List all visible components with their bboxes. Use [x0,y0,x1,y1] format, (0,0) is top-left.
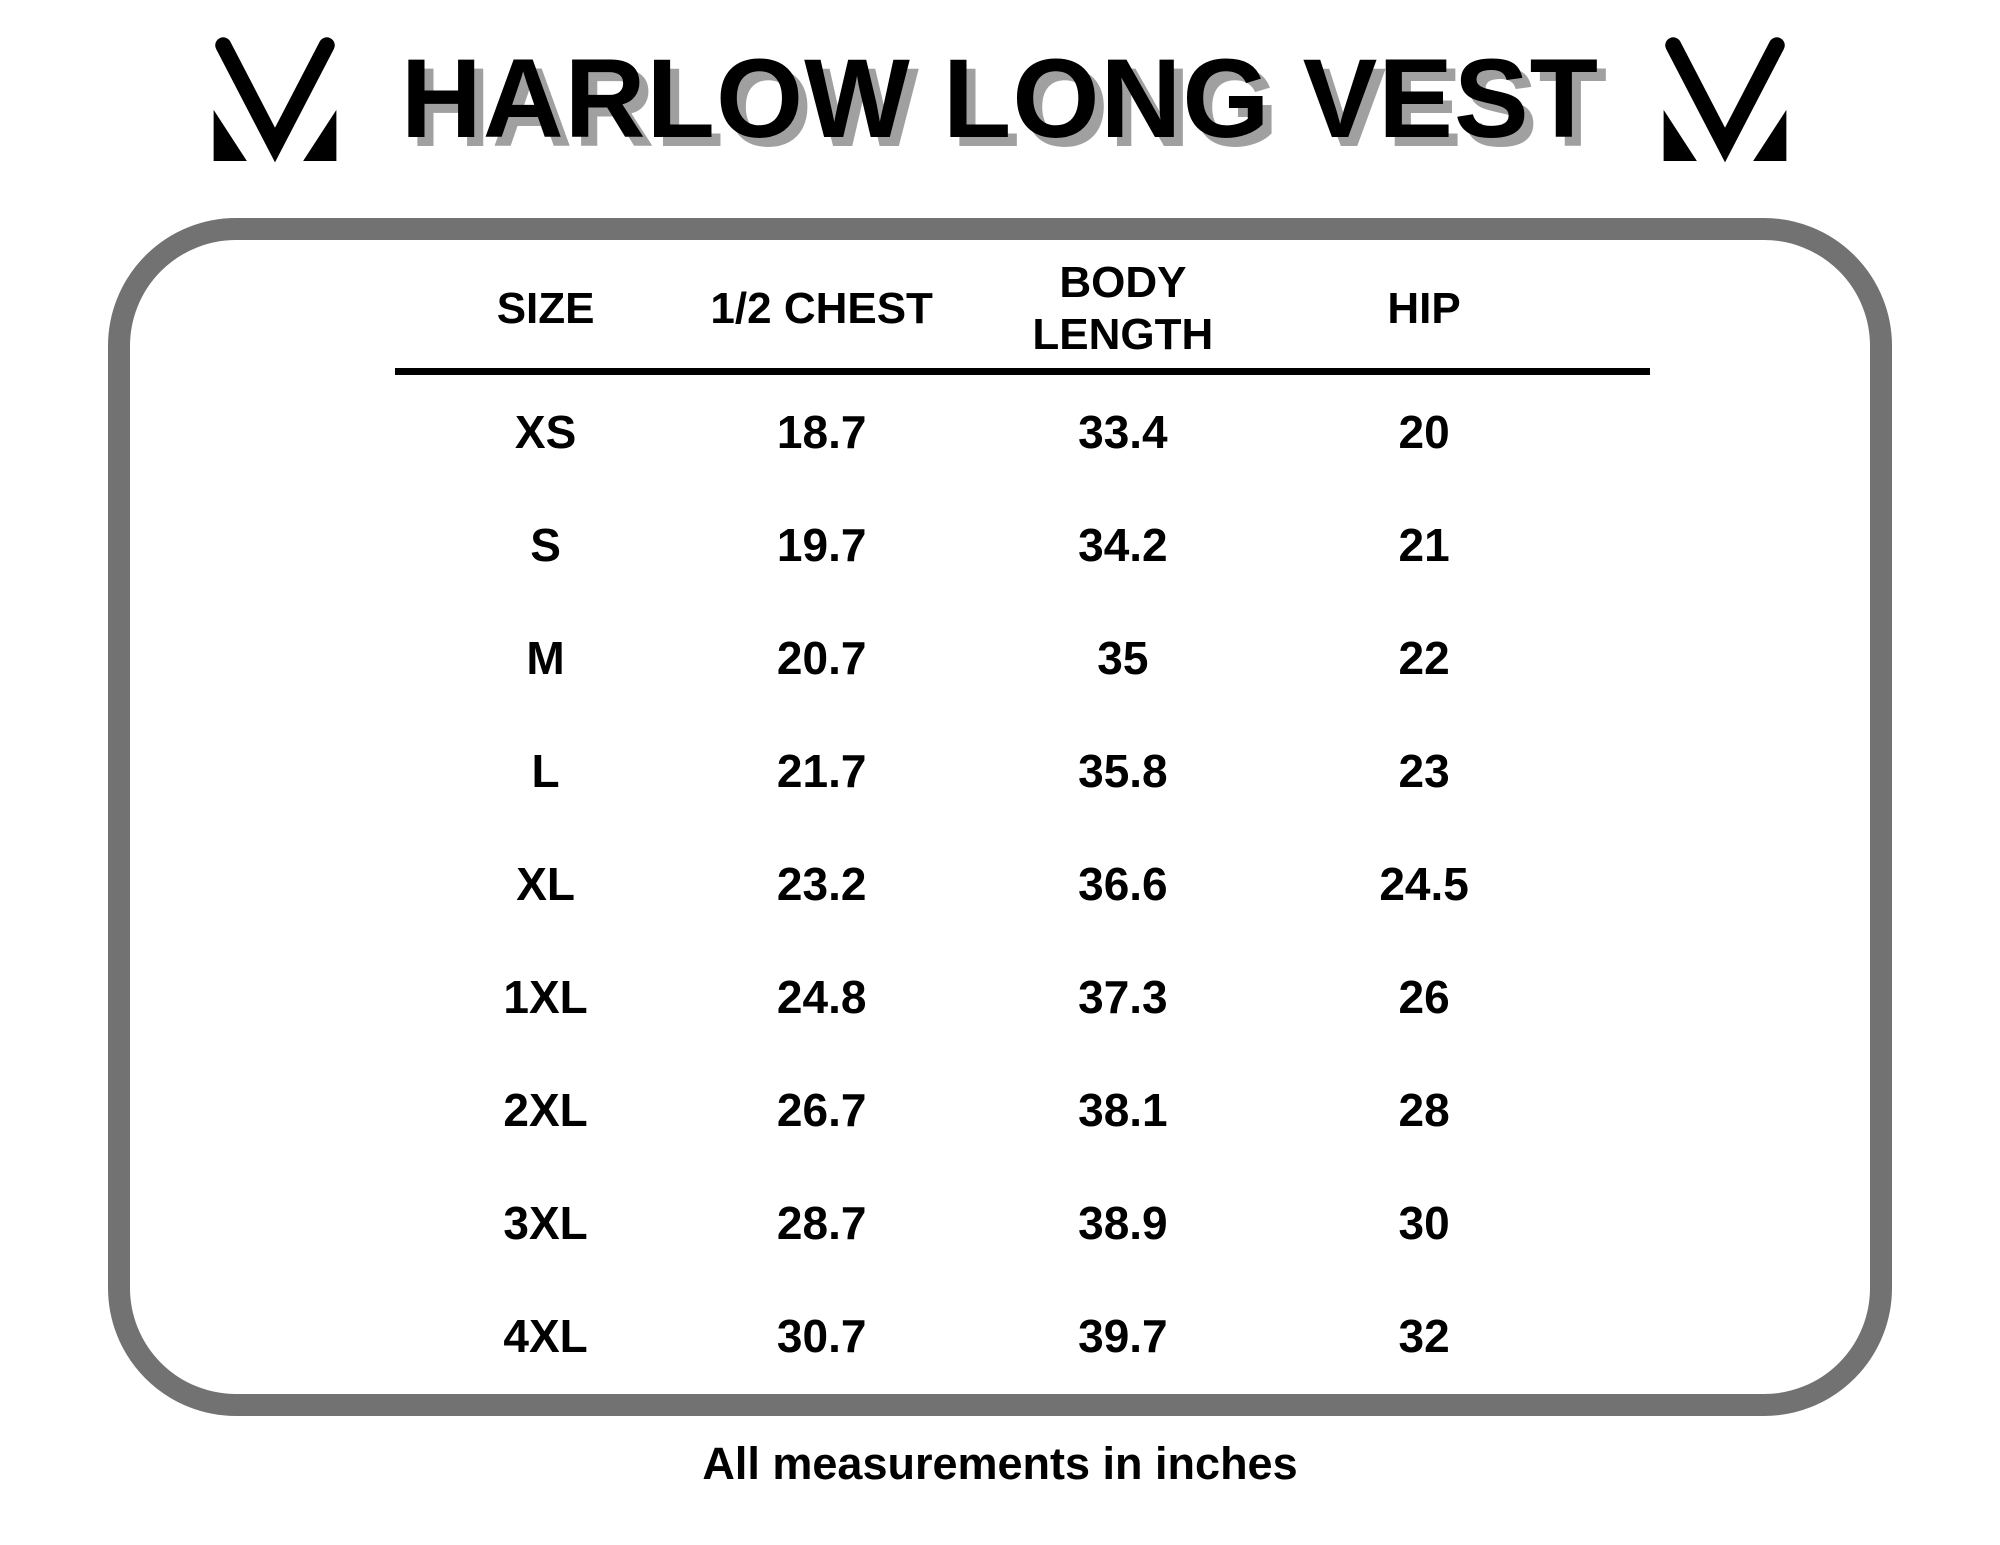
size-label: 3XL [503,1196,588,1249]
mv-monogram-icon-left [211,37,339,163]
table-row: S 19.7 34.2 21 [395,488,1650,601]
hip-value: 32 [1398,1309,1450,1362]
body-length-value: 38.1 [1078,1083,1168,1136]
half-chest-value: 30.7 [776,1309,867,1362]
body-length-value: 33.4 [1078,405,1168,458]
half-chest-value: 20.7 [776,631,867,684]
table-row: XL 23.2 36.6 24.5 [395,827,1650,940]
hip-value: 23 [1398,744,1450,797]
column-header-body-length: BODY LENGTH [1032,258,1214,359]
size-label: M [526,631,565,684]
column-header-hip: HIP [1387,284,1461,334]
body-length-value: 39.7 [1078,1309,1168,1362]
body-length-value: 36.6 [1078,857,1168,910]
body-length-value: 35.8 [1078,744,1168,797]
half-chest-value: 23.2 [776,857,867,910]
units-footnote: All measurements in inches [702,1438,1298,1489]
half-chest-value: 26.7 [776,1083,867,1136]
size-label: XL [516,857,575,910]
chart-frame [108,218,1892,1416]
half-chest-value: 18.7 [776,405,867,458]
half-chest-value: 21.7 [776,744,867,797]
size-label: XS [514,405,577,458]
half-chest-value: 24.8 [776,970,867,1023]
body-length-value: 34.2 [1078,518,1168,571]
hip-value: 20 [1398,405,1450,458]
table-row: 1XL 24.8 37.3 26 [395,940,1650,1053]
size-label: 1XL [503,970,588,1023]
body-length-value: 37.3 [1078,970,1168,1023]
table-row: 2XL 26.7 38.1 28 [395,1053,1650,1166]
table-row: 4XL 30.7 39.7 32 [395,1279,1650,1392]
column-header-size: SIZE [496,284,595,334]
table-header-row: SIZE 1/2 CHEST BODY LENGTH HIP [395,250,1650,368]
size-table: SIZE 1/2 CHEST BODY LENGTH HIP XS 18.7 3… [395,250,1650,1392]
column-header-half-chest: 1/2 CHEST [710,284,933,334]
table-body: XS 18.7 33.4 20 S 19.7 34.2 21 M 20.7 35… [395,375,1650,1392]
table-row: M 20.7 35 22 [395,601,1650,714]
half-chest-value: 28.7 [776,1196,867,1249]
page-title: HARLOW LONG VEST [400,36,1600,161]
hip-value: 22 [1398,631,1450,684]
body-length-value: 38.9 [1078,1196,1168,1249]
half-chest-value: 19.7 [776,518,867,571]
header: HARLOW LONG VEST [0,36,2000,163]
header-underline [395,368,1650,375]
table-row: 3XL 28.7 38.9 30 [395,1166,1650,1279]
table-row: L 21.7 35.8 23 [395,714,1650,827]
size-label: S [530,518,561,571]
mv-monogram-icon-right [1661,37,1789,163]
hip-value: 28 [1398,1083,1450,1136]
hip-value: 30 [1398,1196,1450,1249]
hip-value: 26 [1398,970,1450,1023]
size-label: L [531,744,560,797]
body-length-value: 35 [1097,631,1149,684]
size-label: 4XL [503,1309,588,1362]
hip-value: 21 [1398,518,1450,571]
table-row: XS 18.7 33.4 20 [395,375,1650,488]
hip-value: 24.5 [1379,857,1469,910]
size-label: 2XL [503,1083,588,1136]
